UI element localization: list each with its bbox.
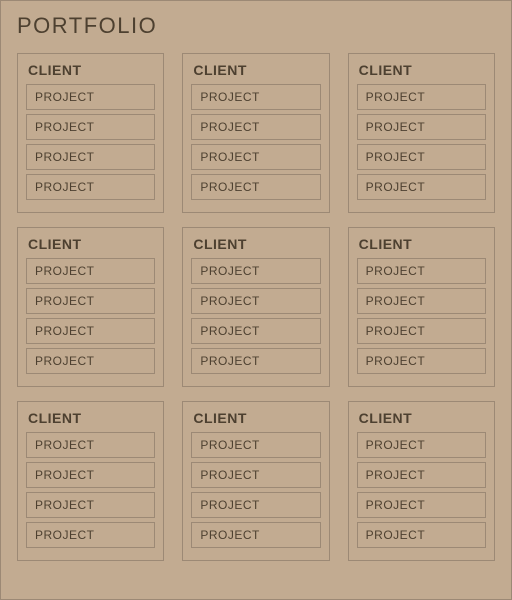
project-item: PROJECT (191, 114, 320, 140)
project-item: PROJECT (26, 144, 155, 170)
client-title: CLIENT (359, 410, 488, 426)
project-item: PROJECT (357, 288, 486, 314)
client-title: CLIENT (193, 410, 322, 426)
client-title: CLIENT (359, 62, 488, 78)
project-item: PROJECT (357, 174, 486, 200)
project-item: PROJECT (26, 522, 155, 548)
client-card: CLIENT PROJECT PROJECT PROJECT PROJECT (182, 401, 329, 561)
client-card: CLIENT PROJECT PROJECT PROJECT PROJECT (348, 401, 495, 561)
client-card: CLIENT PROJECT PROJECT PROJECT PROJECT (17, 401, 164, 561)
project-item: PROJECT (191, 288, 320, 314)
client-card: CLIENT PROJECT PROJECT PROJECT PROJECT (348, 53, 495, 213)
project-item: PROJECT (26, 492, 155, 518)
project-item: PROJECT (191, 522, 320, 548)
project-item: PROJECT (26, 258, 155, 284)
project-item: PROJECT (357, 492, 486, 518)
project-item: PROJECT (26, 288, 155, 314)
project-item: PROJECT (26, 318, 155, 344)
project-item: PROJECT (191, 348, 320, 374)
project-item: PROJECT (357, 258, 486, 284)
project-item: PROJECT (26, 174, 155, 200)
project-item: PROJECT (357, 462, 486, 488)
client-title: CLIENT (193, 62, 322, 78)
client-title: CLIENT (28, 236, 157, 252)
project-item: PROJECT (191, 462, 320, 488)
project-item: PROJECT (191, 258, 320, 284)
portfolio-container: PORTFOLIO CLIENT PROJECT PROJECT PROJECT PRO… (0, 0, 512, 600)
client-card: CLIENT PROJECT PROJECT PROJECT PROJECT (17, 227, 164, 387)
client-title: CLIENT (359, 236, 488, 252)
client-title: CLIENT (193, 236, 322, 252)
project-item: PROJECT (191, 432, 320, 458)
project-item: PROJECT (26, 462, 155, 488)
project-item: PROJECT (357, 522, 486, 548)
project-item: PROJECT (357, 348, 486, 374)
client-card: CLIENT PROJECT PROJECT PROJECT PROJECT (17, 53, 164, 213)
project-item: PROJECT (26, 348, 155, 374)
project-item: PROJECT (191, 174, 320, 200)
project-item: PROJECT (357, 144, 486, 170)
project-item: PROJECT (191, 144, 320, 170)
portfolio-title: PORTFOLIO (17, 13, 495, 39)
client-card: CLIENT PROJECT PROJECT PROJECT PROJECT (348, 227, 495, 387)
project-item: PROJECT (191, 84, 320, 110)
client-title: CLIENT (28, 410, 157, 426)
project-item: PROJECT (26, 432, 155, 458)
project-item: PROJECT (26, 84, 155, 110)
project-item: PROJECT (357, 432, 486, 458)
project-item: PROJECT (26, 114, 155, 140)
client-card: CLIENT PROJECT PROJECT PROJECT PROJECT (182, 53, 329, 213)
project-item: PROJECT (191, 318, 320, 344)
project-item: PROJECT (357, 114, 486, 140)
client-grid: CLIENTPROJECTPROJECTPROJECTPROJECTCLIENT… (17, 53, 495, 561)
project-item: PROJECT (357, 84, 486, 110)
project-item: PROJECT (191, 492, 320, 518)
client-card: CLIENT PROJECT PROJECT PROJECT PROJECT (182, 227, 329, 387)
client-title: CLIENT (28, 62, 157, 78)
project-item: PROJECT (357, 318, 486, 344)
